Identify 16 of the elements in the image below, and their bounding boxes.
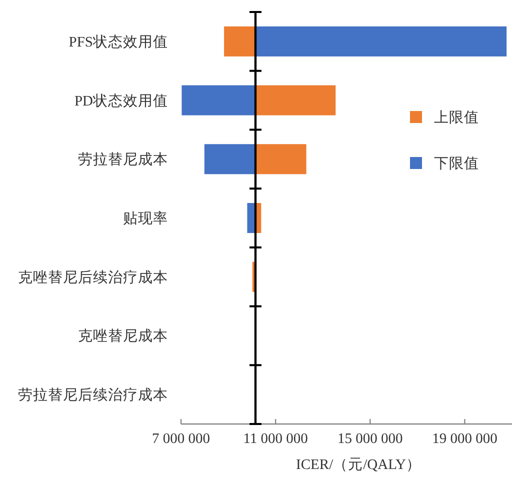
legend-item: 上限值 — [410, 110, 479, 126]
category: PD状态效用值 — [74, 93, 168, 110]
legend-label: 下限值 — [434, 156, 479, 172]
category: 劳拉替尼成本 — [78, 152, 168, 168]
category: 贴现率 — [123, 211, 168, 227]
category: 劳拉替尼后续治疗成本 — [18, 388, 168, 404]
x-label: ICER/（元/QALY） — [296, 457, 421, 473]
category: 克唑替尼成本 — [78, 328, 168, 345]
category: PFS状态效用值 — [68, 34, 168, 50]
x-tick: 7 000 000 — [152, 431, 210, 447]
x-tick: 11 000 000 — [243, 431, 308, 447]
category: 克唑替尼后续治疗成本 — [18, 270, 168, 286]
legend-label: 上限值 — [434, 109, 479, 126]
x-tick: 15 000 000 — [338, 431, 403, 447]
legend-item: 下限值 — [410, 156, 479, 172]
x-tick: 19 000 000 — [432, 431, 498, 447]
